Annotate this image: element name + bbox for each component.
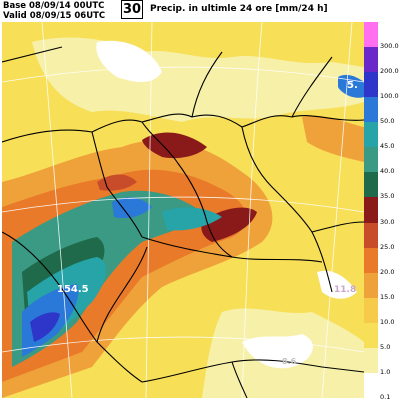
legend-label: 25.0 — [380, 242, 395, 251]
legend-swatch — [364, 372, 378, 398]
precip-label-south: 8.6 — [282, 357, 297, 366]
legend-swatch — [364, 147, 378, 173]
zone-light-north — [32, 37, 364, 122]
zone-white-north — [96, 40, 162, 82]
legend-label: 5.0 — [380, 342, 391, 351]
legend-label: 35.0 — [380, 192, 395, 201]
legend-label: 0.1 — [380, 393, 391, 401]
zone-deepblue-core — [30, 312, 60, 342]
legend-swatch — [364, 47, 378, 73]
legend-swatch — [364, 247, 378, 273]
legend-label: 20.0 — [380, 267, 395, 276]
legend-label: 40.0 — [380, 167, 395, 176]
legend-swatch — [364, 272, 378, 298]
legend-swatch — [364, 297, 378, 323]
legend-label: 1.0 — [380, 367, 391, 376]
legend-swatch — [364, 322, 378, 348]
legend-swatch — [364, 97, 378, 123]
precip-legend: 300.0 200.0 100.0 50.0 45.0 40.0 35.0 30.0 25.0 2… — [364, 22, 400, 401]
map-canvas — [2, 22, 364, 398]
forecast-hour-box: 30 — [121, 0, 143, 19]
legend-swatch — [364, 172, 378, 198]
legend-swatch — [364, 72, 378, 98]
legend-label: 300.0 — [380, 42, 399, 51]
legend-swatch — [364, 222, 378, 248]
legend-label: 30.0 — [380, 217, 395, 226]
zone-teal-east — [162, 207, 222, 231]
max-precip-label-west: 154.5 — [57, 284, 89, 295]
graticule — [2, 22, 364, 398]
precip-label-east-high: 5. — [347, 80, 358, 91]
country-borders — [2, 46, 364, 398]
zone-orange-east — [302, 115, 364, 162]
base-time: Base 08/09/14 00UTC — [3, 1, 105, 11]
zone-blue-north — [112, 197, 152, 219]
legend-swatch — [364, 347, 378, 373]
precip-label-east-low: 11.8 — [334, 285, 357, 295]
valid-time: Valid 08/09/15 06UTC — [3, 11, 106, 21]
legend-label: 15.0 — [380, 292, 395, 301]
legend-swatch — [364, 122, 378, 148]
legend-label: 45.0 — [380, 142, 395, 151]
legend-label: 50.0 — [380, 117, 395, 126]
precipitation-map: 154.5 5. 11.8 8.6 — [2, 22, 364, 398]
map-header: Base 08/09/14 00UTC Valid 08/09/15 06UTC… — [0, 0, 400, 22]
zone-white-east — [317, 270, 357, 299]
legend-label: 100.0 — [380, 92, 399, 101]
legend-swatch — [364, 22, 378, 48]
map-title: Precip. in ultimle 24 ore [mm/24 h] — [150, 4, 328, 14]
zone-darkred-north — [142, 132, 207, 159]
legend-label: 200.0 — [380, 67, 399, 76]
legend-label: 10.0 — [380, 317, 395, 326]
legend-swatch — [364, 197, 378, 223]
